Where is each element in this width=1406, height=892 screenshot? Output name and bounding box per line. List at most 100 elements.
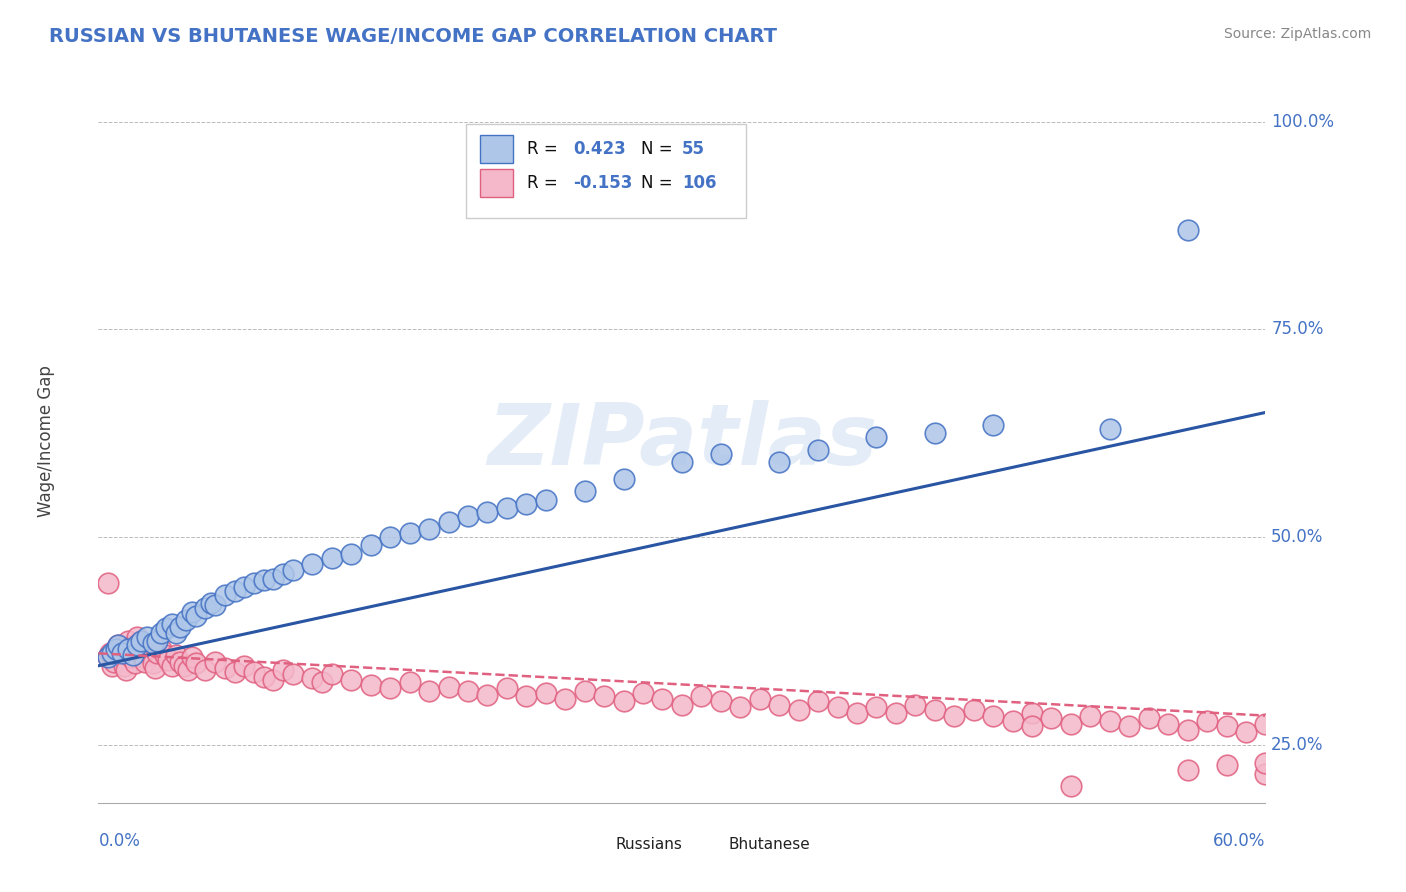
Point: [437, 680, 460, 694]
Point: [321, 550, 343, 565]
Point: [127, 630, 149, 644]
Point: [136, 638, 159, 652]
Text: N =: N =: [641, 174, 678, 192]
Point: [146, 633, 169, 648]
Point: [132, 650, 155, 665]
Point: [118, 640, 141, 654]
Text: R =: R =: [527, 174, 562, 192]
Point: [104, 642, 127, 657]
Point: [1060, 779, 1083, 793]
Point: [593, 690, 616, 704]
FancyBboxPatch shape: [479, 136, 513, 162]
Point: [807, 694, 830, 708]
Point: [1177, 763, 1199, 777]
Point: [194, 663, 217, 677]
Point: [398, 675, 420, 690]
Point: [180, 605, 202, 619]
Text: Russians: Russians: [616, 838, 682, 852]
Point: [184, 609, 207, 624]
Point: [846, 706, 869, 720]
Point: [768, 455, 790, 469]
Point: [139, 648, 162, 662]
Point: [768, 698, 790, 712]
Text: RUSSIAN VS BHUTANESE WAGE/INCOME GAP CORRELATION CHART: RUSSIAN VS BHUTANESE WAGE/INCOME GAP COR…: [49, 27, 778, 45]
Point: [243, 665, 266, 679]
FancyBboxPatch shape: [696, 834, 721, 855]
Point: [865, 430, 887, 444]
Point: [554, 692, 576, 706]
Point: [204, 598, 226, 612]
Point: [631, 686, 654, 700]
Point: [136, 630, 159, 644]
Point: [180, 650, 202, 665]
Point: [253, 573, 276, 587]
Point: [214, 588, 236, 602]
Text: 100.0%: 100.0%: [1271, 112, 1334, 131]
Point: [613, 472, 636, 486]
Point: [981, 708, 1004, 723]
Point: [169, 655, 191, 669]
Point: [574, 484, 596, 499]
Point: [200, 597, 222, 611]
Point: [360, 678, 382, 692]
Point: [204, 655, 226, 669]
Text: -0.153: -0.153: [574, 174, 633, 192]
Point: [146, 646, 169, 660]
Point: [1177, 223, 1199, 237]
Point: [104, 642, 127, 657]
Point: [103, 655, 125, 669]
Point: [1118, 719, 1140, 733]
Point: [114, 663, 136, 677]
Point: [173, 658, 195, 673]
Point: [534, 492, 557, 507]
Point: [142, 636, 165, 650]
Point: [1254, 756, 1277, 770]
Point: [97, 575, 120, 590]
Point: [1215, 758, 1237, 772]
Point: [155, 621, 177, 635]
Text: 25.0%: 25.0%: [1271, 736, 1323, 754]
Text: 106: 106: [682, 174, 717, 192]
Point: [671, 698, 693, 712]
Point: [108, 646, 131, 660]
Point: [129, 642, 152, 657]
Point: [224, 584, 246, 599]
Point: [243, 575, 266, 590]
Point: [233, 580, 256, 594]
Point: [1157, 717, 1180, 731]
Text: R =: R =: [527, 140, 562, 158]
Text: 60.0%: 60.0%: [1213, 832, 1265, 850]
Point: [122, 646, 145, 660]
Point: [962, 703, 984, 717]
Point: [98, 646, 121, 660]
Point: [457, 509, 479, 524]
Point: [271, 567, 294, 582]
Point: [128, 636, 150, 650]
Point: [117, 633, 139, 648]
Point: [194, 600, 217, 615]
Text: Source: ZipAtlas.com: Source: ZipAtlas.com: [1223, 27, 1371, 41]
Point: [262, 673, 284, 687]
Point: [157, 653, 180, 667]
Point: [224, 665, 246, 679]
Point: [162, 658, 184, 673]
Point: [262, 572, 284, 586]
FancyBboxPatch shape: [465, 124, 747, 218]
Text: N =: N =: [641, 140, 678, 158]
Point: [1274, 723, 1296, 737]
Point: [418, 522, 440, 536]
Point: [233, 658, 256, 673]
Point: [162, 617, 184, 632]
FancyBboxPatch shape: [479, 169, 513, 196]
Point: [153, 648, 176, 662]
Point: [710, 447, 733, 461]
Point: [301, 557, 323, 571]
Point: [1098, 714, 1121, 729]
Text: 55: 55: [682, 140, 704, 158]
Point: [515, 497, 537, 511]
Point: [301, 671, 323, 685]
Point: [710, 694, 733, 708]
Point: [124, 657, 146, 671]
Point: [112, 658, 135, 673]
Text: 50.0%: 50.0%: [1271, 528, 1323, 546]
